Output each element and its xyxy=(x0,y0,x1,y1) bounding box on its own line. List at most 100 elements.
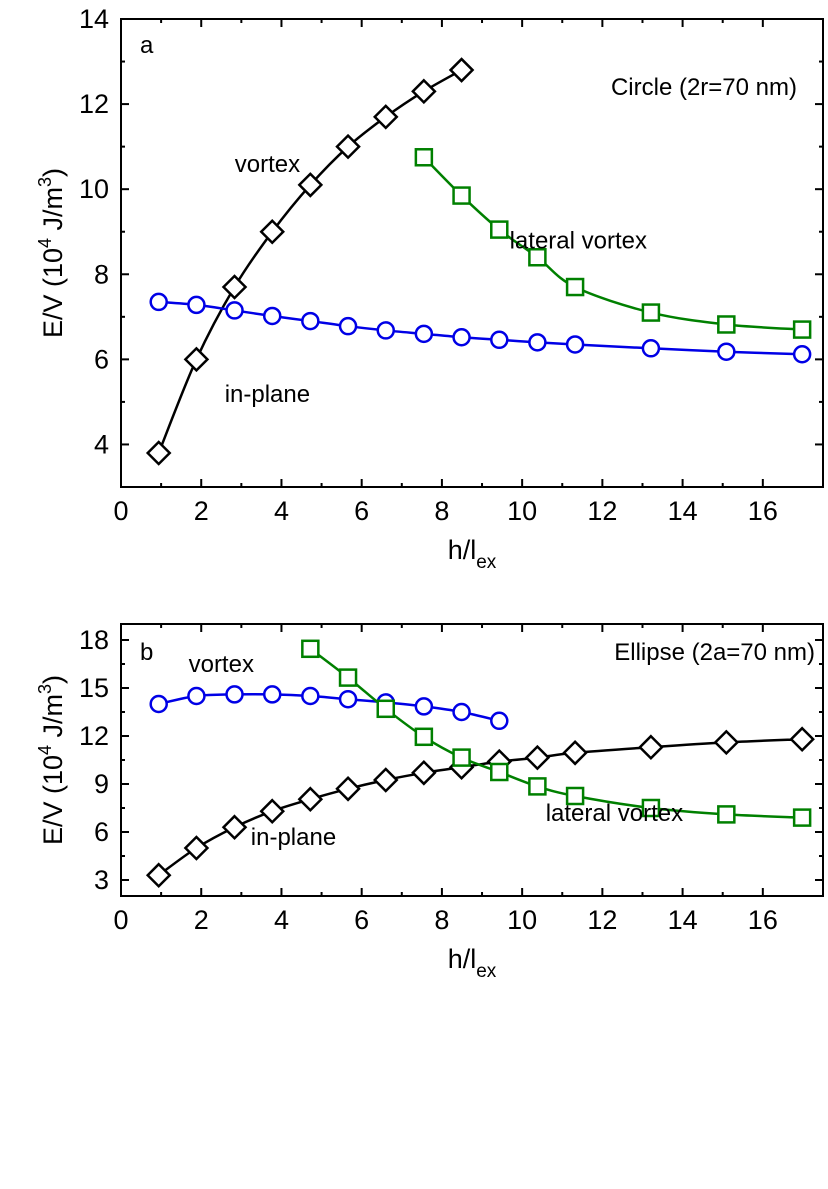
x-tick-label: 12 xyxy=(587,496,617,526)
diamond-marker xyxy=(638,734,664,760)
circle-marker xyxy=(149,694,168,714)
square-marker xyxy=(452,186,471,205)
y-axis-title-mid: J/m xyxy=(38,187,68,238)
circle-marker xyxy=(338,316,358,336)
y-axis-title-sup1: 4 xyxy=(35,745,55,755)
diamond-marker xyxy=(183,346,210,373)
panel-label: a xyxy=(140,32,154,59)
circle-marker xyxy=(452,327,471,347)
diamond-marker xyxy=(411,760,437,786)
y-axis-title-suffix: ) xyxy=(38,675,68,684)
x-tick-label: 16 xyxy=(748,905,778,935)
annotation-in-plane: in-plane xyxy=(251,824,336,851)
x-tick-label: 0 xyxy=(113,905,128,935)
square-marker xyxy=(301,639,320,659)
circle-marker xyxy=(225,685,244,704)
circle-marker xyxy=(376,321,396,340)
diamond-marker xyxy=(335,133,361,160)
square-marker xyxy=(376,699,396,719)
square-marker xyxy=(490,762,509,782)
square-marker xyxy=(717,805,736,824)
panel-label: b xyxy=(140,639,153,666)
circle-marker xyxy=(301,686,320,706)
circle-marker xyxy=(225,301,244,320)
y-axis-title-sup2: 3 xyxy=(35,177,55,187)
series-lateral-vortex xyxy=(414,148,812,339)
diamond-marker xyxy=(372,767,399,793)
y-tick-label: 15 xyxy=(79,673,109,703)
diamond-marker xyxy=(297,786,324,812)
circle-marker xyxy=(452,702,471,722)
x-tick-label: 10 xyxy=(507,496,537,526)
y-axis-title-prefix: E/V (10 xyxy=(38,248,68,338)
diamond-marker xyxy=(335,776,361,802)
x-axis-title-base: h/l xyxy=(448,944,477,974)
diamond-marker xyxy=(713,729,740,756)
y-tick-label: 12 xyxy=(79,721,109,751)
y-axis-title-suffix: ) xyxy=(38,168,68,177)
x-tick-label: 8 xyxy=(434,905,449,935)
x-tick-label: 12 xyxy=(587,905,617,935)
series-vortex xyxy=(149,685,509,731)
square-marker xyxy=(565,786,585,806)
y-axis-title-sup2: 3 xyxy=(35,684,55,694)
square-marker xyxy=(792,320,812,339)
diamond-marker xyxy=(297,172,324,198)
x-tick-label: 6 xyxy=(354,905,369,935)
square-marker xyxy=(565,277,585,297)
annotation-vortex: vortex xyxy=(189,651,254,678)
x-tick-label: 4 xyxy=(274,496,289,526)
annotation-lateral-vortex: lateral vortex xyxy=(510,228,647,255)
square-marker xyxy=(528,777,547,796)
chart-title: Ellipse (2a=70 nm) xyxy=(614,639,815,666)
circle-marker xyxy=(528,333,547,352)
square-marker xyxy=(528,248,547,267)
circle-marker xyxy=(301,311,320,331)
y-tick-label: 12 xyxy=(79,89,109,119)
series-in-plane xyxy=(145,726,815,888)
circle-marker xyxy=(187,295,206,315)
diamond-marker xyxy=(183,835,210,861)
x-tick-label: 2 xyxy=(194,905,209,935)
circle-marker xyxy=(565,335,585,354)
x-axis-title-sub: ex xyxy=(476,552,497,573)
x-tick-label: 16 xyxy=(748,496,778,526)
x-tick-label: 14 xyxy=(668,496,698,526)
y-axis-title-prefix: E/V (10 xyxy=(38,755,68,845)
x-tick-label: 10 xyxy=(507,905,537,935)
y-axis-title: E/V (104 J/m3) xyxy=(35,675,68,845)
x-axis-title-base: h/l xyxy=(448,535,477,565)
circle-marker xyxy=(490,330,509,350)
annotation-vortex: vortex xyxy=(235,151,300,178)
square-marker xyxy=(490,220,509,239)
circle-marker xyxy=(717,342,736,361)
x-axis-title-sub: ex xyxy=(476,961,497,982)
square-marker xyxy=(414,148,434,167)
y-tick-label: 3 xyxy=(94,865,109,895)
y-axis-title-mid: J/m xyxy=(38,694,68,745)
diamond-marker xyxy=(372,104,399,130)
series-line xyxy=(157,68,463,454)
circle-marker xyxy=(641,339,661,358)
diamond-marker xyxy=(221,814,248,840)
y-tick-label: 10 xyxy=(79,174,109,204)
circle-marker xyxy=(338,689,358,709)
diamond-marker xyxy=(145,862,172,888)
diamond-marker xyxy=(411,78,437,105)
circle-marker xyxy=(262,306,282,326)
square-marker xyxy=(414,727,434,747)
diamond-marker xyxy=(448,57,475,83)
y-axis-title-sup1: 4 xyxy=(35,238,55,248)
circle-marker xyxy=(414,324,434,344)
y-tick-label: 8 xyxy=(94,259,109,289)
series-vortex xyxy=(145,57,475,466)
x-tick-label: 0 xyxy=(113,496,128,526)
circle-marker xyxy=(414,697,434,716)
y-tick-label: 6 xyxy=(94,817,109,847)
x-tick-label: 14 xyxy=(668,905,698,935)
series-line xyxy=(157,737,803,877)
x-tick-label: 6 xyxy=(354,496,369,526)
x-axis-title: h/lex xyxy=(448,944,497,982)
